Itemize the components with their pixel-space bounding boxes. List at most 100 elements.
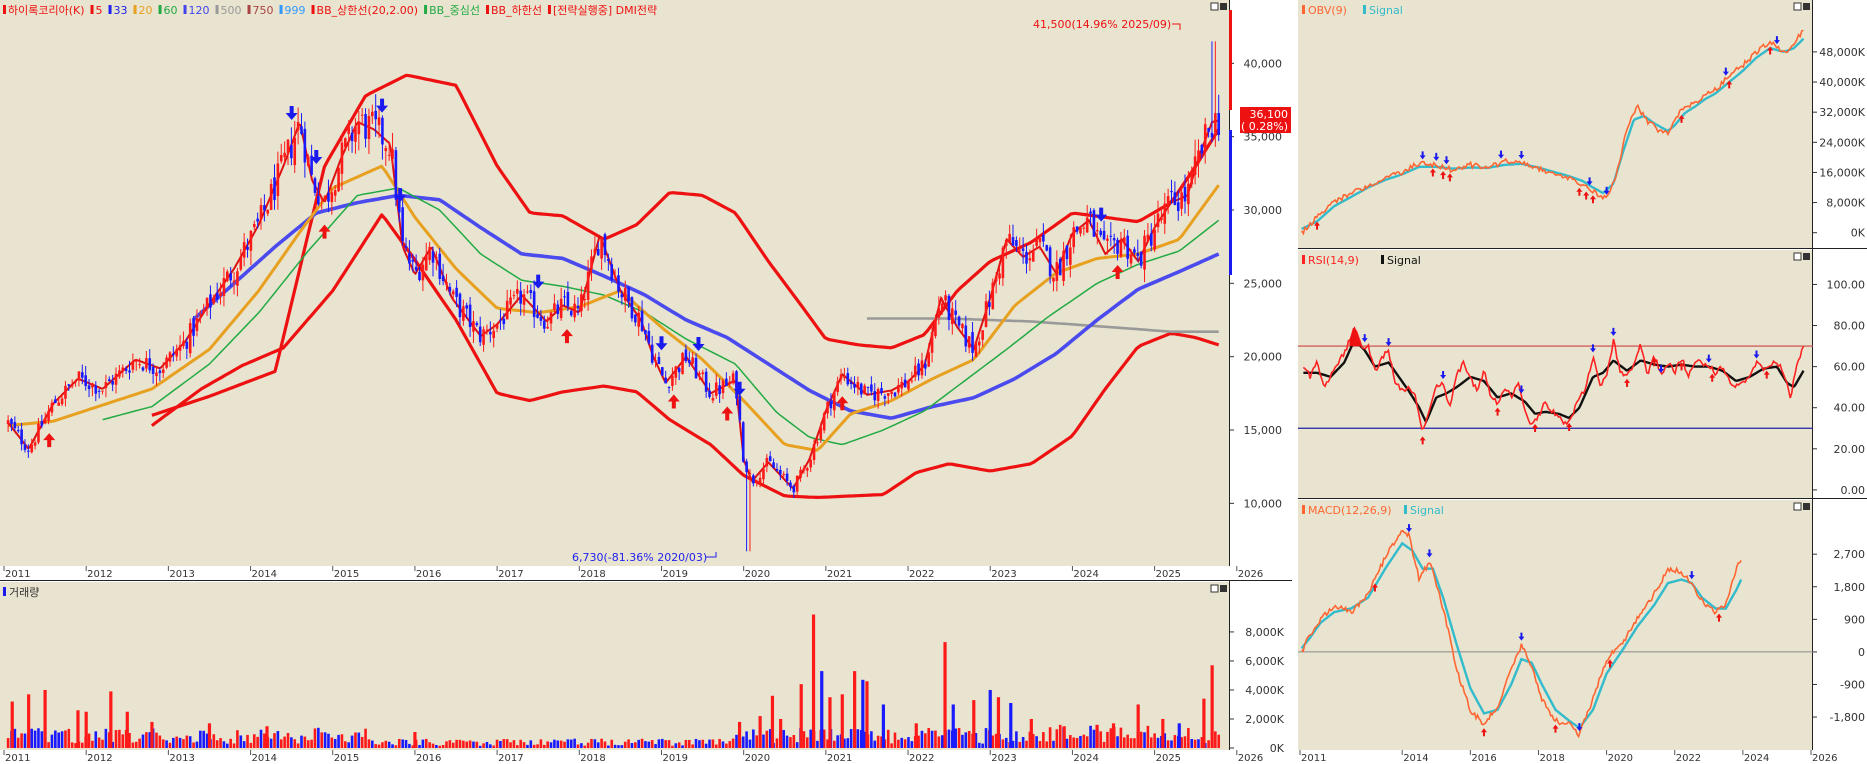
candle-body[interactable] bbox=[290, 144, 293, 159]
volume-bar[interactable] bbox=[265, 726, 269, 748]
candle-body[interactable] bbox=[1176, 202, 1180, 212]
candle-body[interactable] bbox=[428, 246, 431, 261]
volume-bar[interactable] bbox=[1173, 735, 1177, 748]
volume-bar[interactable] bbox=[57, 732, 60, 748]
candle-body[interactable] bbox=[623, 288, 627, 301]
volume-bar[interactable] bbox=[691, 744, 694, 748]
volume-bar[interactable] bbox=[259, 729, 263, 748]
candle-body[interactable] bbox=[54, 399, 57, 403]
volume-bar[interactable] bbox=[1072, 737, 1076, 748]
candle-body[interactable] bbox=[519, 290, 522, 304]
volume-bar[interactable] bbox=[54, 730, 57, 748]
candle-body[interactable] bbox=[536, 314, 539, 318]
volume-bar[interactable] bbox=[441, 744, 445, 748]
candle-body[interactable] bbox=[607, 259, 610, 261]
candle-body[interactable] bbox=[603, 234, 607, 256]
candle-body[interactable] bbox=[664, 377, 667, 384]
volume-bar[interactable] bbox=[468, 740, 472, 748]
candle-body[interactable] bbox=[502, 318, 506, 325]
candle-body[interactable] bbox=[971, 332, 974, 353]
candle-body[interactable] bbox=[1038, 237, 1042, 243]
volume-bar[interactable] bbox=[630, 743, 634, 748]
candle-body[interactable] bbox=[1004, 239, 1008, 246]
candle-body[interactable] bbox=[1031, 250, 1035, 262]
candle-body[interactable] bbox=[816, 442, 819, 444]
candle-body[interactable] bbox=[573, 303, 576, 318]
candle-body[interactable] bbox=[650, 344, 654, 363]
volume-bar[interactable] bbox=[1045, 741, 1049, 748]
candle-body[interactable] bbox=[698, 373, 701, 376]
volume-bar[interactable] bbox=[539, 739, 543, 748]
candle-body[interactable] bbox=[866, 386, 870, 388]
volume-bar[interactable] bbox=[1136, 704, 1140, 748]
volume-bar[interactable] bbox=[300, 735, 303, 748]
volume-bar[interactable] bbox=[1106, 731, 1109, 748]
candle-body[interactable] bbox=[893, 392, 897, 397]
volume-bar[interactable] bbox=[344, 741, 347, 748]
candle-body[interactable] bbox=[350, 132, 354, 142]
candle-body[interactable] bbox=[1099, 230, 1102, 236]
candle-body[interactable] bbox=[873, 391, 877, 401]
volume-bar[interactable] bbox=[131, 742, 135, 748]
volume-bar[interactable] bbox=[411, 745, 415, 748]
volume-bar[interactable] bbox=[765, 730, 769, 748]
candle-body[interactable] bbox=[779, 469, 782, 475]
candle-body[interactable] bbox=[1183, 186, 1187, 202]
candle-body[interactable] bbox=[775, 469, 779, 471]
volume-bar[interactable] bbox=[509, 742, 512, 748]
candle-body[interactable] bbox=[77, 371, 81, 381]
price-panel[interactable] bbox=[0, 0, 1230, 580]
volume-bar[interactable] bbox=[974, 733, 978, 748]
volume-bar[interactable] bbox=[886, 729, 890, 748]
volume-bar[interactable] bbox=[865, 681, 869, 748]
candle-body[interactable] bbox=[148, 358, 152, 371]
candle-body[interactable] bbox=[580, 294, 583, 312]
volume-bar[interactable] bbox=[397, 738, 401, 748]
candle-body[interactable] bbox=[67, 384, 71, 386]
close-icon[interactable] bbox=[1220, 3, 1227, 10]
volume-bar[interactable] bbox=[512, 740, 516, 748]
volume-bar[interactable] bbox=[70, 742, 74, 748]
volume-bar[interactable] bbox=[964, 732, 968, 748]
candle-body[interactable] bbox=[458, 293, 462, 318]
volume-bar[interactable] bbox=[1207, 740, 1210, 748]
candle-body[interactable] bbox=[981, 330, 984, 340]
candle-body[interactable] bbox=[644, 330, 647, 335]
candle-body[interactable] bbox=[70, 385, 74, 387]
candle-body[interactable] bbox=[657, 356, 661, 364]
volume-bar[interactable] bbox=[1089, 725, 1092, 748]
volume-bar[interactable] bbox=[536, 744, 539, 748]
candle-body[interactable] bbox=[849, 382, 853, 384]
volume-bar[interactable] bbox=[876, 735, 880, 748]
candle-body[interactable] bbox=[937, 307, 941, 318]
candle-body[interactable] bbox=[684, 349, 688, 362]
volume-bar[interactable] bbox=[610, 739, 614, 748]
volume-bar[interactable] bbox=[175, 736, 179, 748]
volume-bar[interactable] bbox=[809, 729, 812, 748]
volume-bar[interactable] bbox=[1202, 698, 1206, 748]
candle-body[interactable] bbox=[977, 341, 981, 346]
volume-bar[interactable] bbox=[413, 732, 417, 748]
volume-bar[interactable] bbox=[849, 729, 853, 748]
volume-bar[interactable] bbox=[340, 734, 344, 748]
volume-bar[interactable] bbox=[1004, 737, 1008, 748]
candle-body[interactable] bbox=[286, 139, 290, 154]
volume-bar[interactable] bbox=[1119, 727, 1123, 748]
volume-bar[interactable] bbox=[617, 745, 620, 748]
candle-body[interactable] bbox=[323, 195, 327, 200]
candle-body[interactable] bbox=[859, 383, 863, 395]
volume-bar[interactable] bbox=[242, 741, 246, 748]
volume-bar[interactable] bbox=[60, 731, 64, 748]
candle-body[interactable] bbox=[492, 330, 495, 339]
candle-body[interactable] bbox=[731, 373, 735, 384]
volume-bar[interactable] bbox=[671, 745, 674, 748]
candle-body[interactable] bbox=[920, 360, 924, 376]
volume-bar[interactable] bbox=[1177, 723, 1181, 748]
volume-bar[interactable] bbox=[1085, 736, 1089, 748]
candle-body[interactable] bbox=[961, 323, 964, 329]
candle-body[interactable] bbox=[303, 128, 307, 163]
volume-bar[interactable] bbox=[1116, 736, 1119, 748]
candle-body[interactable] bbox=[1062, 250, 1065, 281]
volume-bar[interactable] bbox=[1153, 733, 1156, 748]
candle-body[interactable] bbox=[185, 341, 189, 349]
